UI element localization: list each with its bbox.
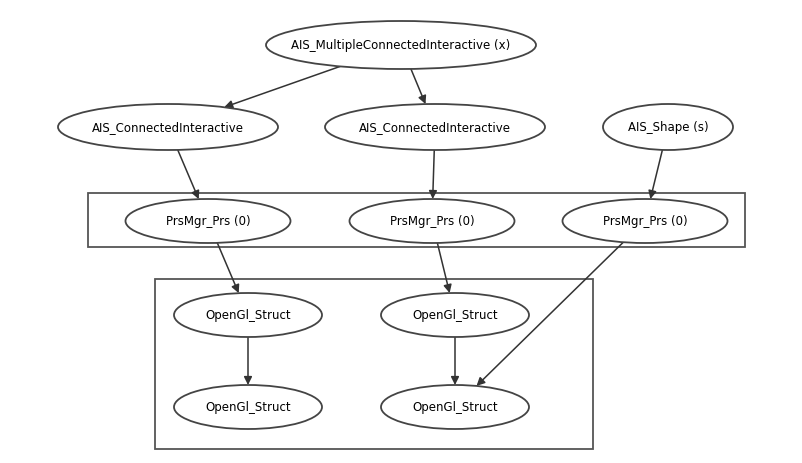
Bar	[88, 194, 744, 247]
Text: PrsMgr_Prs (0): PrsMgr_Prs (0)	[165, 215, 250, 228]
Ellipse shape	[380, 294, 529, 337]
Ellipse shape	[125, 200, 290, 244]
Text: OpenGl_Struct: OpenGl_Struct	[411, 400, 497, 413]
Text: AIS_Shape (s): AIS_Shape (s)	[627, 121, 707, 134]
Text: OpenGl_Struct: OpenGl_Struct	[411, 309, 497, 322]
Ellipse shape	[265, 22, 535, 70]
Text: AIS_MultipleConnectedInteractive (x): AIS_MultipleConnectedInteractive (x)	[291, 39, 510, 52]
Ellipse shape	[602, 105, 732, 150]
Ellipse shape	[380, 385, 529, 429]
Text: PrsMgr_Prs (0): PrsMgr_Prs (0)	[602, 215, 687, 228]
Text: OpenGl_Struct: OpenGl_Struct	[205, 309, 290, 322]
Ellipse shape	[174, 294, 322, 337]
Text: AIS_ConnectedInteractive: AIS_ConnectedInteractive	[92, 121, 244, 134]
Text: PrsMgr_Prs (0): PrsMgr_Prs (0)	[389, 215, 474, 228]
Bar	[155, 279, 592, 449]
Text: OpenGl_Struct: OpenGl_Struct	[205, 400, 290, 413]
Ellipse shape	[58, 105, 277, 150]
Text: AIS_ConnectedInteractive: AIS_ConnectedInteractive	[358, 121, 510, 134]
Ellipse shape	[349, 200, 514, 244]
Ellipse shape	[325, 105, 545, 150]
Ellipse shape	[561, 200, 727, 244]
Ellipse shape	[174, 385, 322, 429]
